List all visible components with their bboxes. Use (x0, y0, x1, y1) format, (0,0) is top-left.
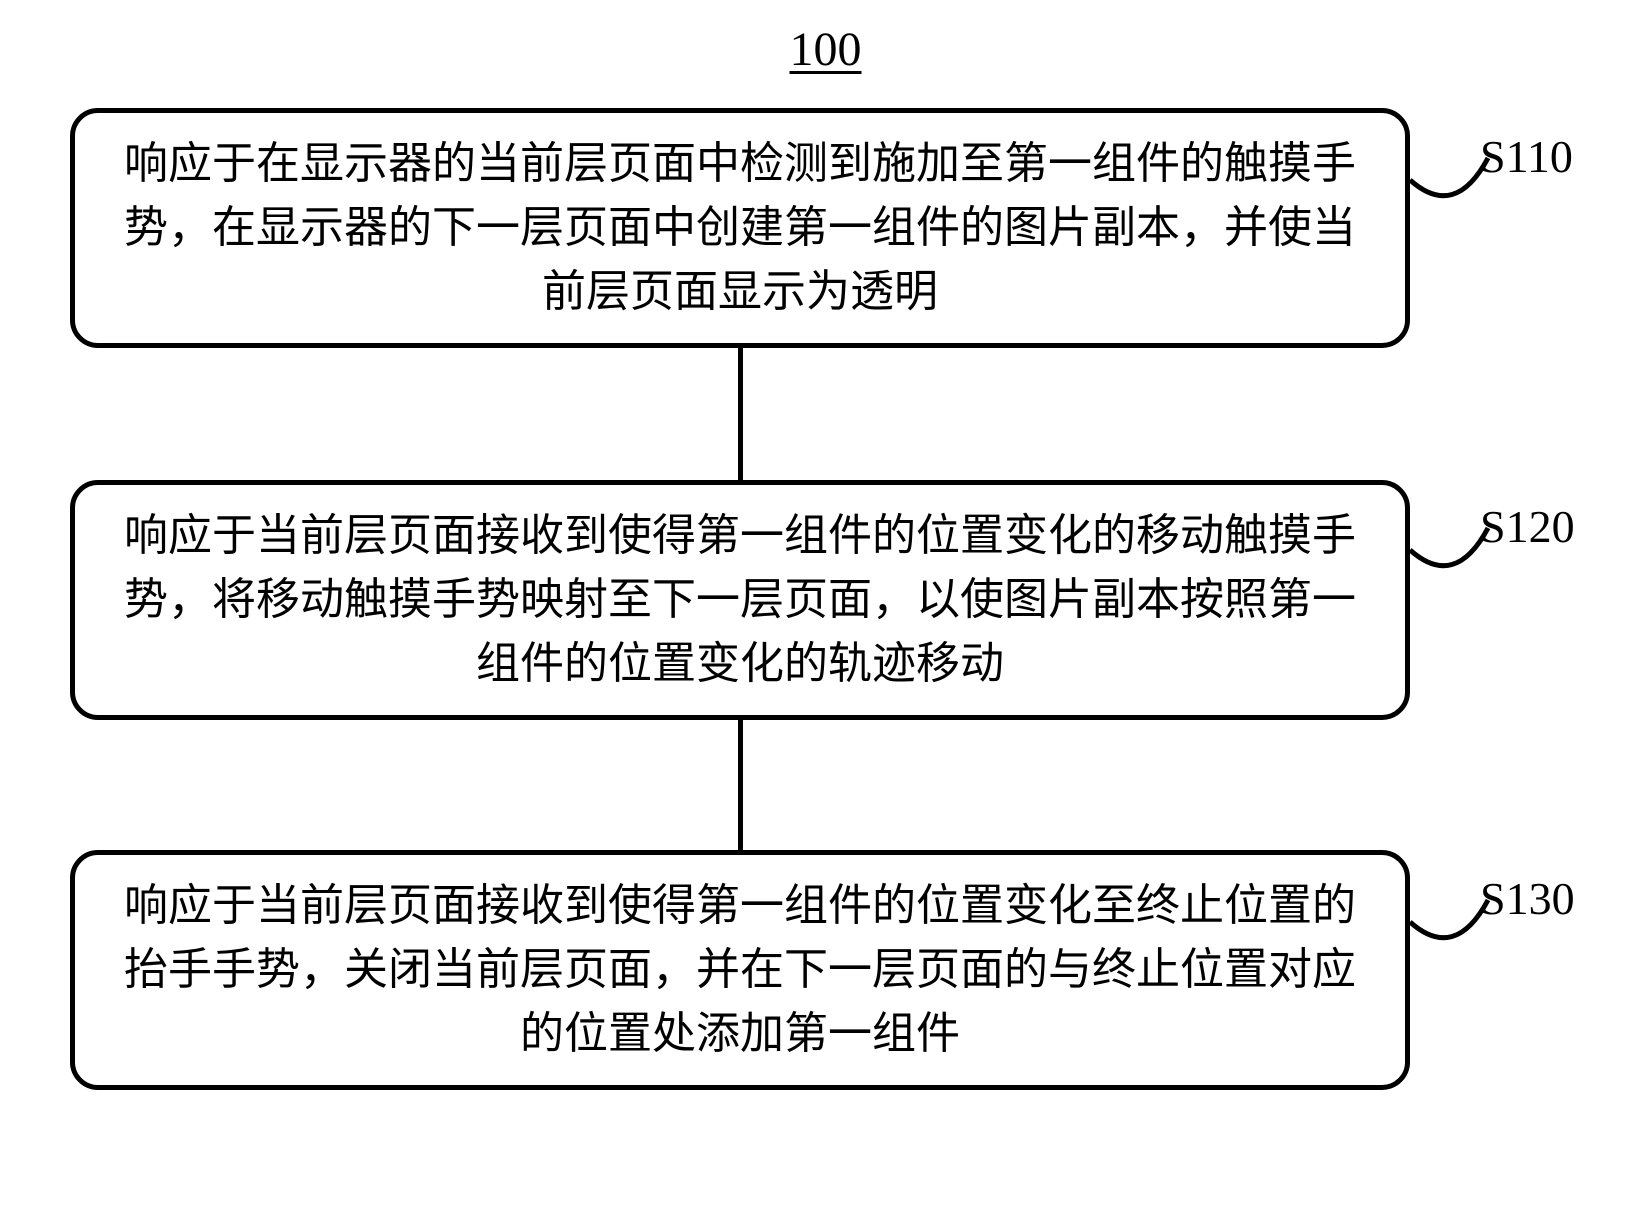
leader-curve (1410, 900, 1488, 938)
flowchart-canvas: 100 响应于在显示器的当前层页面中检测到施加至第一组件的触摸手势，在显示器的下… (0, 0, 1651, 1225)
leader-curves (0, 0, 1651, 1225)
leader-curve (1410, 158, 1488, 196)
leader-curve (1410, 528, 1488, 566)
